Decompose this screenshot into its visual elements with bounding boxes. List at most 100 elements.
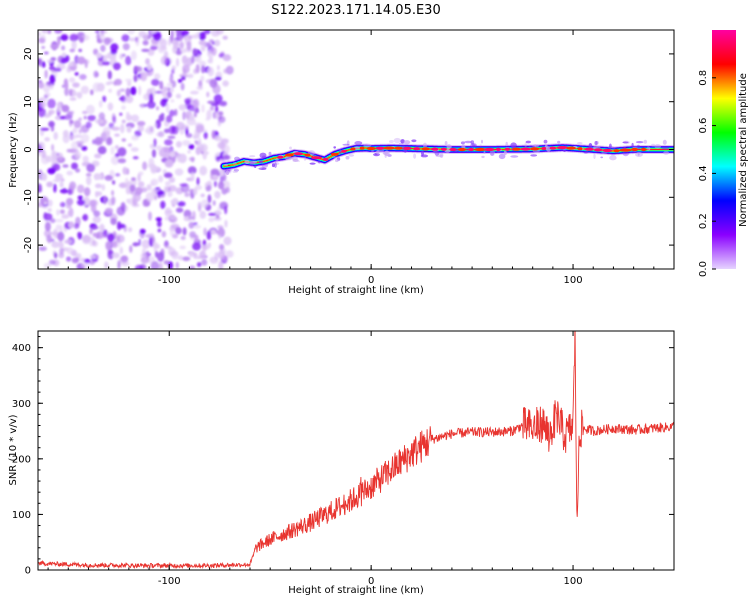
colorbar: 0.0 0.2 0.4 0.6 0.8 Normalized spectral ampl…: [698, 30, 749, 277]
ridge-halo: [249, 161, 254, 167]
ridge-halo: [479, 144, 482, 147]
ridge-halo: [258, 160, 263, 164]
noise-blob: [80, 85, 89, 95]
noise-blob: [41, 46, 46, 49]
noise-blob: [161, 230, 167, 238]
noise-blob: [84, 187, 91, 197]
noise-blob: [96, 33, 101, 40]
noise-blob: [220, 100, 228, 107]
ridge-hotspot: [504, 147, 511, 151]
noise-blob: [187, 166, 197, 175]
spectrogram-y-label: Frequency (Hz): [8, 112, 19, 188]
ridge-hotspot: [304, 153, 311, 157]
noise-blob: [220, 138, 229, 143]
noise-blob: [195, 185, 202, 190]
ridge-hotspot: [277, 155, 284, 159]
noise-blob: [197, 205, 202, 212]
noise-blob: [132, 156, 139, 160]
ridge-halo: [629, 151, 637, 154]
noise-blob: [154, 90, 164, 94]
noise-blob: [167, 38, 172, 46]
ridge-halo: [346, 140, 350, 146]
y-tick-label: 300: [12, 399, 31, 410]
noise-blob: [43, 51, 49, 55]
noise-blob: [95, 254, 99, 259]
noise-blob: [87, 115, 96, 121]
noise-blob: [38, 58, 42, 66]
ridge-hotspot: [449, 147, 457, 152]
noise-blob: [104, 175, 113, 181]
spectrogram-y-ticks: -20 -10 0 10 20: [23, 29, 674, 270]
ridge-halo: [284, 156, 293, 161]
noise-blob: [145, 58, 150, 65]
ridge-halo: [332, 156, 340, 159]
ridge-halo: [333, 146, 337, 149]
ridge-hotspot: [341, 149, 347, 153]
noise-blob: [69, 97, 77, 101]
ridge-hotspot: [631, 147, 639, 152]
colorbar-tick-label: 0.0: [698, 261, 709, 277]
noise-blob: [186, 41, 192, 51]
y-tick-label: 0: [23, 146, 34, 152]
noise-blob: [182, 140, 191, 146]
noise-blob: [150, 261, 160, 269]
noise-blob: [58, 241, 64, 249]
ridge-halo: [530, 154, 538, 157]
noise-blob: [187, 150, 191, 154]
noise-blob: [154, 73, 161, 80]
noise-blob: [150, 178, 159, 186]
ridge-halo: [609, 155, 617, 161]
noise-blob: [111, 190, 115, 196]
noise-blob: [217, 111, 224, 116]
snr-x-label: Height of straight line (km): [288, 585, 424, 596]
noise-blob: [89, 260, 95, 265]
noise-blob: [160, 55, 169, 65]
noise-blob: [75, 253, 82, 259]
ridge-halo: [232, 170, 238, 173]
noise-blob: [150, 164, 157, 174]
noise-blob: [131, 135, 140, 141]
ridge-hotspot: [495, 147, 501, 151]
noise-blob: [121, 53, 126, 57]
noise-blob: [39, 97, 48, 102]
noise-blob: [59, 181, 64, 188]
ridge-halo: [225, 170, 230, 175]
noise-blob: [82, 155, 89, 163]
noise-blob: [168, 125, 176, 135]
noise-blob: [56, 209, 60, 216]
noise-blob: [72, 127, 78, 134]
noise-blob: [64, 87, 69, 97]
noise-blob: [43, 213, 53, 221]
ridge-halo: [481, 139, 483, 144]
noise-blob: [98, 112, 106, 121]
noise-blob: [151, 78, 160, 86]
noise-blob: [122, 166, 128, 175]
noise-blob: [225, 250, 234, 258]
noise-blob: [51, 241, 60, 248]
noise-blob: [119, 88, 126, 92]
noise-blob: [65, 82, 69, 90]
noise-blob: [183, 209, 192, 219]
x-tick-label: 0: [368, 576, 374, 587]
ridge-halo: [233, 168, 239, 172]
noise-blob: [206, 230, 212, 240]
noise-blob: [38, 143, 43, 153]
ridge-halo: [335, 158, 339, 163]
noise-blob: [52, 151, 59, 159]
noise-blob: [135, 187, 143, 195]
noise-blob: [125, 55, 132, 66]
noise-blob: [90, 89, 94, 96]
noise-blob: [217, 115, 226, 124]
noise-blob: [59, 248, 65, 255]
noise-blob: [192, 134, 199, 140]
noise-blob: [82, 213, 89, 222]
noise-blob: [38, 183, 42, 193]
noise-blob: [73, 148, 80, 155]
noise-blob: [83, 115, 87, 120]
ridge-halo: [268, 151, 272, 156]
ridge-halo: [510, 155, 519, 158]
noise-blob: [66, 256, 72, 262]
noise-blob: [210, 229, 217, 235]
ridge-halo: [411, 139, 417, 143]
